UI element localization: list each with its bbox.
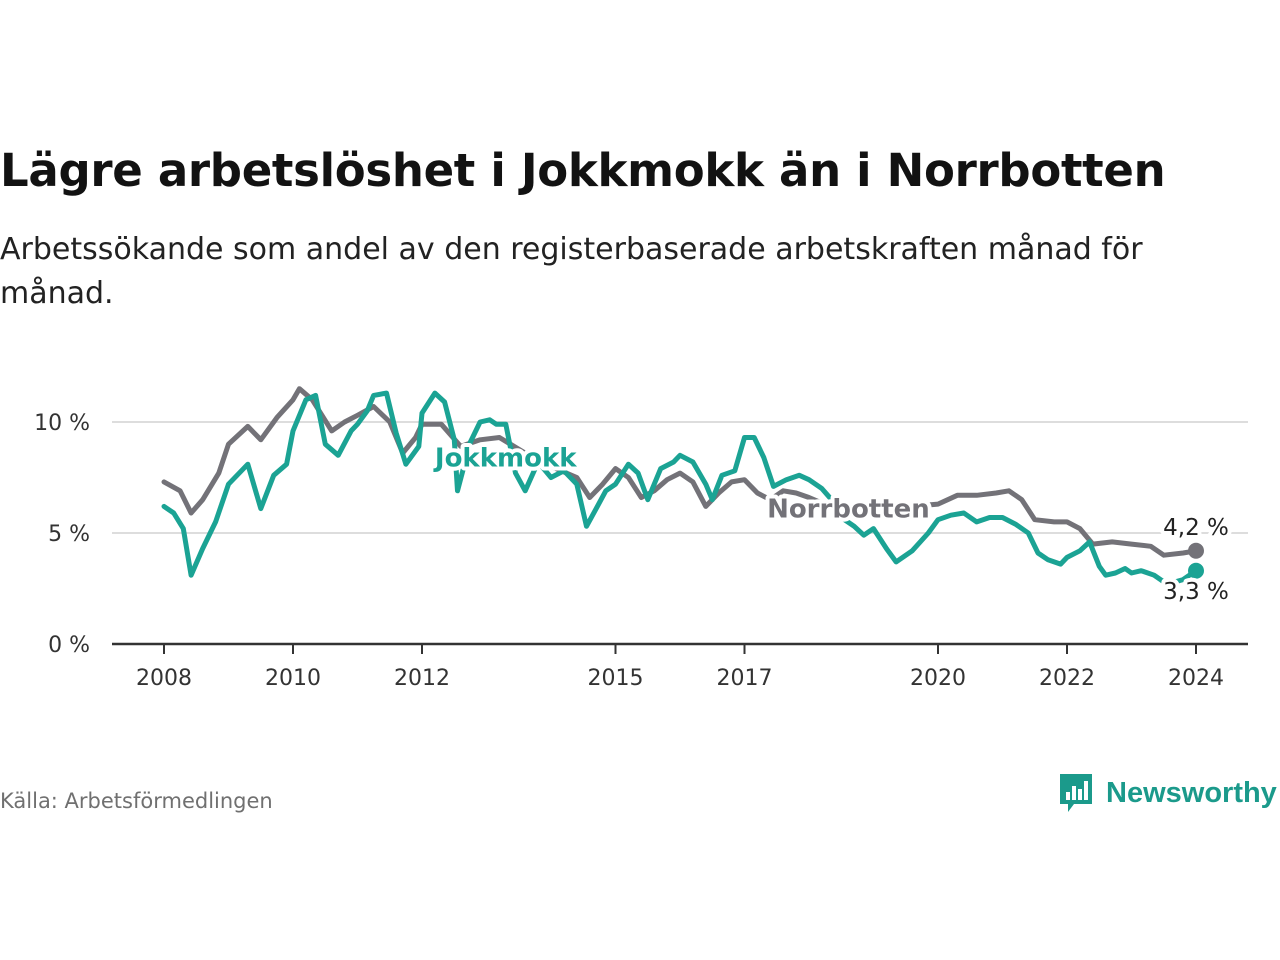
- x-tick-label: 2020: [910, 666, 966, 691]
- chart-subtitle: Arbetssökande som andel av den registerb…: [0, 232, 1143, 311]
- x-tick-label: 2015: [588, 666, 644, 691]
- x-tick-label: 2008: [136, 666, 192, 691]
- chart-title: Lägre arbetslöshet i Jokkmokk än i Norrb…: [0, 144, 1166, 197]
- series-label-norrbotten-halo: Norrbotten: [767, 494, 930, 524]
- series-label-jokkmokk: Jokkmokk: [433, 443, 577, 473]
- x-tick-label: 2012: [394, 666, 450, 691]
- brand-logo[interactable]: Newsworthy: [1058, 772, 1277, 814]
- end-label-jokkmokk: 3,3 %: [1163, 579, 1229, 605]
- series-label-norrbotten: Norrbotten: [767, 494, 930, 524]
- end-label-norrbotten: 4,2 %: [1163, 515, 1229, 541]
- x-tick-label: 2017: [717, 666, 773, 691]
- x-tick-label: 2022: [1039, 666, 1095, 691]
- series-lines: [161, 386, 1199, 587]
- x-tick-label: 2024: [1168, 666, 1224, 691]
- end-marker-jokkmokk: [1188, 562, 1204, 579]
- series-labels: JokkmokkJokkmokkNorrbottenNorrbotten4,2 …: [429, 439, 1233, 609]
- y-tick-label: 0 %: [48, 633, 90, 658]
- y-tick-label: 5 %: [48, 522, 90, 547]
- y-axis-ticks: 0 % 5 % 10 %: [34, 411, 90, 658]
- series-line-jokkmokk: [161, 390, 1199, 587]
- gridlines: [112, 421, 1248, 534]
- source-note: Källa: Arbetsförmedlingen: [0, 789, 273, 813]
- series-label-jokkmokk-halo: Jokkmokk: [433, 443, 577, 473]
- end-label-jokkmokk-halo: 3,3 %: [1163, 579, 1229, 605]
- x-tick-label: 2010: [265, 666, 321, 691]
- newsworthy-logo-icon: [1060, 774, 1092, 812]
- y-tick-label: 10 %: [34, 411, 90, 436]
- end-label-norrbotten-halo: 4,2 %: [1163, 515, 1229, 541]
- x-axis: 2008 2010 2012 2015 2017 2020 2022 2024: [112, 642, 1248, 691]
- end-marker-norrbotten: [1188, 542, 1204, 559]
- brand-name: Newsworthy: [1106, 776, 1277, 809]
